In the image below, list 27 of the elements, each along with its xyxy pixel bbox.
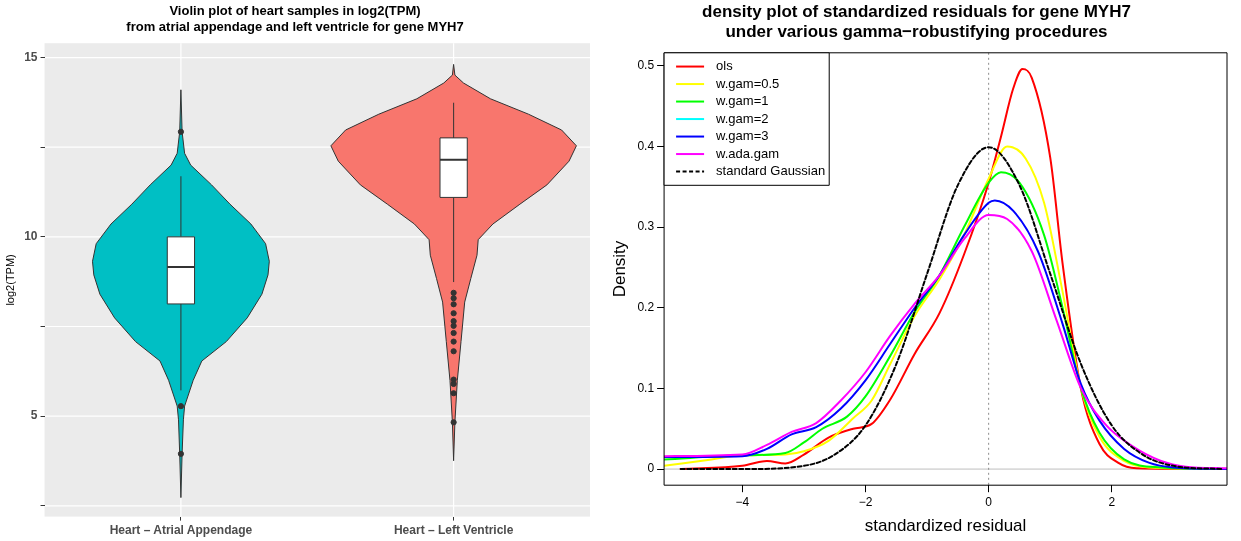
x-tick-label: 0	[985, 494, 993, 509]
x-tick-label: Heart – Atrial Appendage	[109, 523, 253, 538]
x-tick-label: −4	[735, 494, 750, 509]
legend-label: w.gam=1	[715, 93, 769, 109]
chart-title: Violin plot of heart samples in log2(TPM) from atrial appendage and left ventricle for gene MYH7	[126, 3, 464, 34]
y-tick-label: 0	[647, 461, 655, 476]
y-tick-label: 0.1	[637, 380, 655, 395]
legend-label: w.gam=0.5	[715, 75, 780, 91]
chart-title: density plot of standardized residuals for gene MYH7 under various gamma−robustifying procedures	[702, 1, 1131, 42]
y-tick-label: 0.3	[637, 219, 655, 234]
y-tick-label: 5	[30, 408, 38, 423]
y-tick-label: 10	[24, 229, 38, 244]
legend-label: standard Gaussian	[716, 163, 826, 179]
y-tick-label: 0.4	[637, 138, 655, 153]
y-tick-label: 15	[24, 49, 38, 64]
legend-label: w.gam=3	[715, 128, 769, 144]
y-tick-label: 0.5	[637, 58, 655, 73]
legend-label: ols	[716, 58, 734, 74]
x-axis-title: standardized residual	[864, 516, 1027, 536]
y-axis-title: log2(TPM)	[3, 254, 16, 306]
y-axis-title: Density	[609, 240, 629, 298]
y-tick-label: 0.2	[637, 300, 655, 315]
x-tick-label: 2	[1108, 494, 1116, 509]
legend-label: w.gam=2	[715, 110, 769, 126]
x-tick-label: Heart – Left Ventricle	[393, 523, 514, 538]
legend-label: w.ada.gam	[715, 145, 779, 161]
x-tick-label: −2	[858, 494, 873, 509]
